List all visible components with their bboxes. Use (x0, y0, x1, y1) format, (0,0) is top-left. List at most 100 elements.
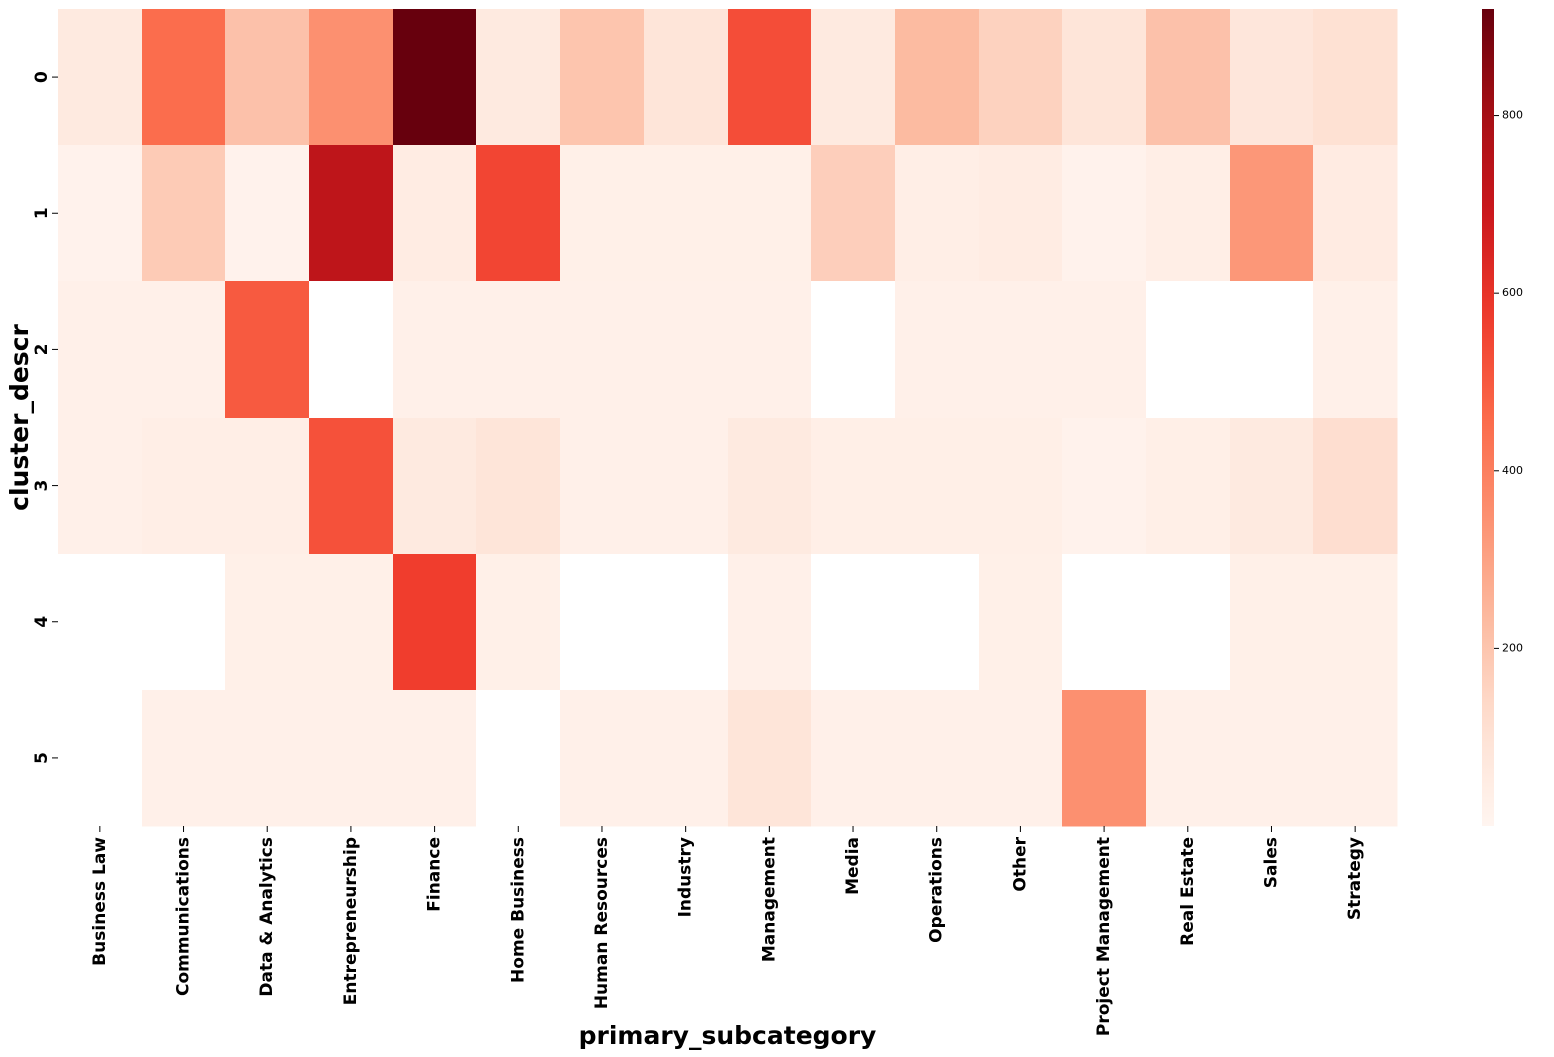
heatmap-cell (309, 9, 394, 146)
heatmap-cell (1313, 145, 1398, 282)
colorbar-gradient (1482, 9, 1494, 826)
heatmap-cell (560, 281, 645, 419)
colorbar-tick-label: 400 (1502, 464, 1523, 477)
heatmap-cell (811, 145, 896, 282)
heatmap-cell (393, 281, 477, 419)
heatmap-cell (979, 281, 1063, 419)
heatmap-cell (811, 281, 896, 419)
heatmap-cell (1062, 554, 1147, 691)
x-tick-label: Real Estate (1178, 837, 1198, 946)
heatmap-cell (644, 145, 729, 282)
y-tick-label: 2 (32, 343, 52, 355)
heatmap-cell (560, 690, 645, 827)
heatmap-cell (979, 690, 1063, 827)
heatmap-cell (58, 145, 143, 282)
heatmap-cell (1230, 145, 1314, 282)
heatmap-cell (393, 418, 477, 555)
heatmap-cell (811, 554, 896, 691)
x-tick-label: Strategy (1345, 837, 1365, 920)
x-axis-title: primary_subcategory (579, 1021, 877, 1050)
heatmap-cell (1062, 418, 1147, 555)
heatmap-cell (728, 281, 812, 419)
heatmap-cell (1230, 418, 1314, 555)
heatmap-cell (895, 690, 980, 827)
heatmap-cell (1230, 281, 1314, 419)
heatmap-cell (644, 418, 729, 555)
heatmap-cell (393, 690, 477, 827)
heatmap-cell (225, 690, 310, 827)
heatmap-cell (979, 145, 1063, 282)
heatmap-cell (728, 145, 812, 282)
heatmap-cell (644, 281, 729, 419)
heatmap-cell (393, 145, 477, 282)
heatmap-cells (58, 9, 1398, 827)
heatmap-cell (1146, 145, 1231, 282)
heatmap-cell (142, 418, 226, 555)
x-tick-label: Other (1010, 836, 1030, 891)
heatmap-cell (644, 9, 729, 146)
x-tick-label: Communications (174, 837, 194, 996)
colorbar-tick-label: 200 (1502, 641, 1523, 654)
y-tick-label: 5 (32, 752, 52, 764)
heatmap-cell (979, 9, 1063, 146)
y-tick-label: 4 (32, 616, 52, 628)
heatmap-cell (1062, 9, 1147, 146)
heatmap-cell (560, 418, 645, 555)
x-tick-label: Human Resources (592, 837, 612, 1009)
heatmap-cell (728, 418, 812, 555)
heatmap-cell (728, 9, 812, 146)
heatmap-cell (728, 690, 812, 827)
heatmap-cell (811, 690, 896, 827)
y-axis: 0 1 2 3 4 5 (32, 71, 58, 764)
heatmap-cell (309, 145, 394, 282)
heatmap-cell (58, 554, 143, 691)
x-tick-label: Home Business (508, 837, 528, 983)
heatmap-cell (142, 281, 226, 419)
heatmap-cell (58, 281, 143, 419)
heatmap-cell (979, 418, 1063, 555)
x-tick-label: Entrepreneurship (341, 837, 361, 1005)
x-axis: Business Law Communications Data & Analyti… (90, 826, 1365, 1036)
x-tick-label: Media (843, 837, 863, 895)
heatmap-cell (1313, 281, 1398, 419)
heatmap-cell (309, 418, 394, 555)
heatmap-cell (1313, 690, 1398, 827)
heatmap-cell (644, 690, 729, 827)
heatmap-cell (476, 281, 561, 419)
heatmap-cell (1313, 554, 1398, 691)
heatmap-cell (1313, 418, 1398, 555)
x-tick-label: Project Management (1094, 837, 1114, 1036)
x-tick-label: Operations (927, 837, 947, 943)
heatmap-cell (979, 554, 1063, 691)
heatmap-cell (1146, 281, 1231, 419)
heatmap-cell (728, 554, 812, 691)
heatmap-cell (1062, 281, 1147, 419)
heatmap-cell (58, 690, 143, 827)
heatmap-cell (476, 554, 561, 691)
heatmap-cell (225, 554, 310, 691)
heatmap-cell (560, 554, 645, 691)
x-tick-label: Finance (425, 837, 445, 912)
heatmap-cell (811, 9, 896, 146)
heatmap-cell (1146, 418, 1231, 555)
heatmap-cell (393, 554, 477, 691)
heatmap-cell (225, 9, 310, 146)
heatmap-cell (1062, 690, 1147, 827)
heatmap-cell (1230, 554, 1314, 691)
x-tick-label: Data & Analytics (257, 837, 277, 997)
heatmap-cell (225, 281, 310, 419)
heatmap-cell (895, 554, 980, 691)
heatmap-cell (1230, 9, 1314, 146)
heatmap-cell (895, 9, 980, 146)
x-tick-label: Industry (676, 837, 696, 917)
heatmap-cell (895, 281, 980, 419)
x-tick-label: Business Law (90, 837, 110, 966)
heatmap-cell (560, 9, 645, 146)
x-tick-label: Sales (1261, 837, 1281, 888)
heatmap-cell (1062, 145, 1147, 282)
colorbar-tick-label: 600 (1502, 286, 1523, 299)
heatmap-cell (142, 554, 226, 691)
heatmap-cell (476, 418, 561, 555)
heatmap-cell (225, 145, 310, 282)
